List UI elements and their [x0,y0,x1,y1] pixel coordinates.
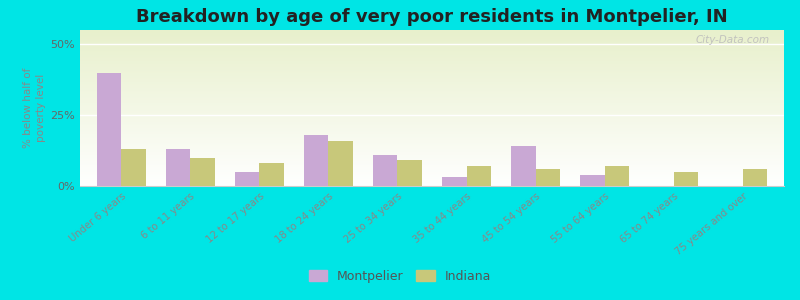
Title: Breakdown by age of very poor residents in Montpelier, IN: Breakdown by age of very poor residents … [136,8,728,26]
Bar [442,178,466,186]
Text: City-Data.com: City-Data.com [696,35,770,45]
Bar [535,169,560,186]
Legend: Montpelier, Indiana: Montpelier, Indiana [303,265,497,288]
Bar [742,169,766,186]
Bar [580,175,605,186]
Bar [674,172,698,186]
Bar [374,155,398,186]
Bar [166,149,190,186]
Bar [329,141,353,186]
Bar [466,166,490,186]
Y-axis label: % below half of
poverty level: % below half of poverty level [23,68,46,148]
Bar [235,172,259,186]
Bar [190,158,214,186]
Bar [259,163,284,186]
Bar [605,166,629,186]
Bar [511,146,535,186]
Bar [304,135,329,186]
Bar [98,73,122,186]
Bar [398,160,422,186]
Bar [122,149,146,186]
